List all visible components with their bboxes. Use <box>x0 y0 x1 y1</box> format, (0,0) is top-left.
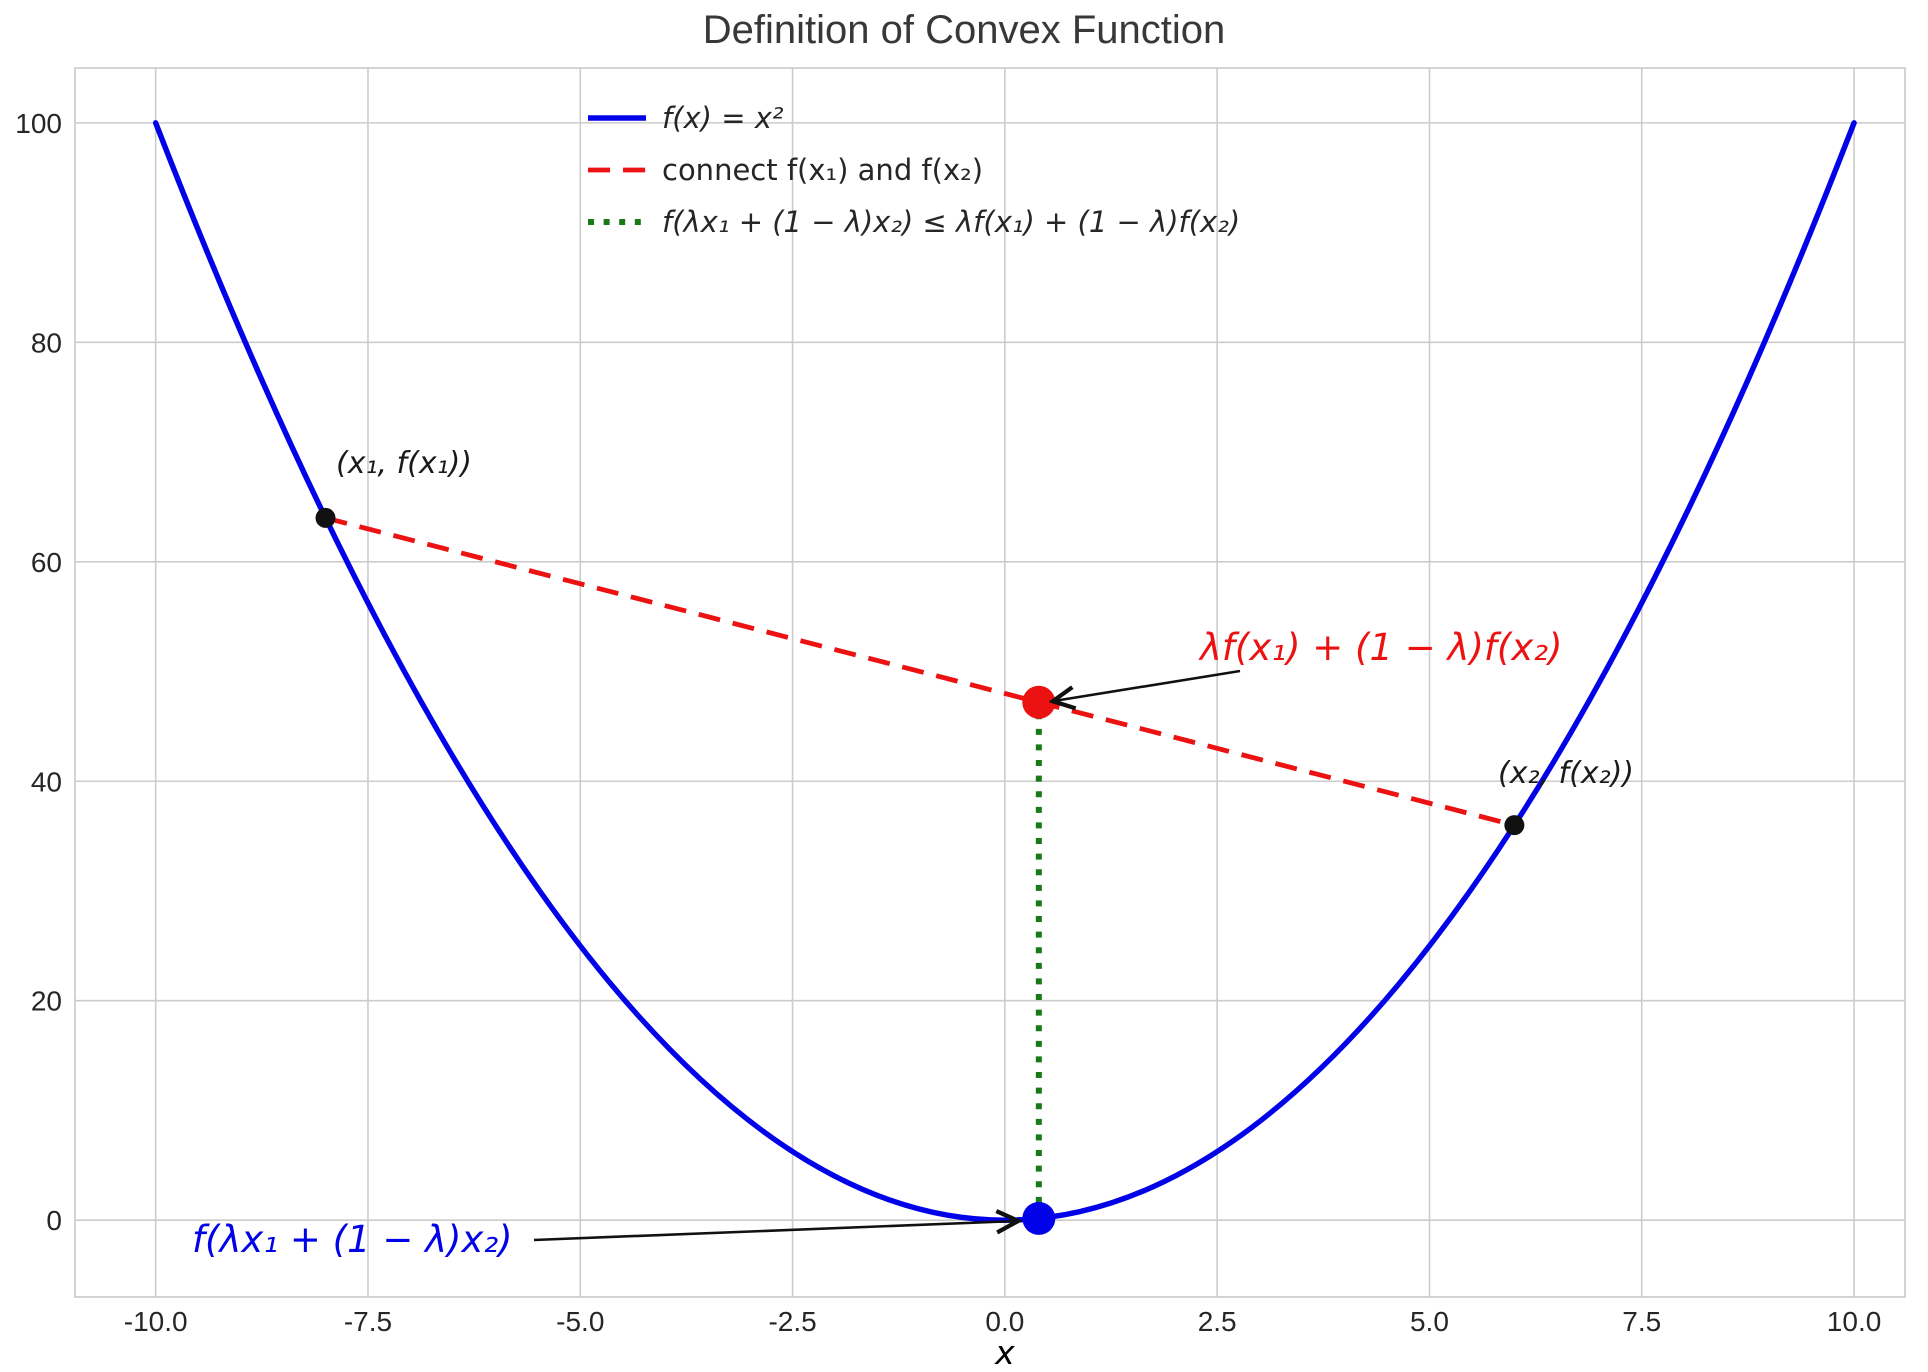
chord-point <box>1022 685 1056 719</box>
x2-point <box>1504 815 1525 836</box>
key-points <box>315 507 1525 1235</box>
x-tick-label: 10.0 <box>1827 1306 1882 1337</box>
legend: f(x) = x² connect f(x₁) and f(x₂) f(λx₁ + … <box>588 101 1240 239</box>
x-tick-label: -7.5 <box>344 1306 392 1337</box>
plot-border <box>74 67 1906 1298</box>
x-axis-label: x <box>994 1333 1015 1372</box>
x-tick-label: -2.5 <box>768 1306 816 1337</box>
function-value-label: f(λx₁ + (1 − λ)x₂) <box>192 1218 513 1261</box>
chord-line <box>324 515 1515 828</box>
x-tick-label: -5.0 <box>556 1306 604 1337</box>
y-tick-label: 20 <box>31 986 62 1017</box>
annotations: (x₁, f(x₁)) (x₂, f(x₂)) λf(x₁) + (1 − λ)f(… <box>192 446 1634 1261</box>
function-value-label-arrow <box>533 1221 1017 1242</box>
x-tick-label: -10.0 <box>124 1306 188 1337</box>
gridlines <box>75 68 1905 1297</box>
axis-ticks: -10.0 -7.5 -5.0 -2.5 0.0 2.5 5.0 7.5 10.0 0 20 40 60… <box>15 108 1882 1372</box>
chart-title: Definition of Convex Function <box>702 8 1226 52</box>
y-tick-label: 80 <box>31 327 62 358</box>
x-tick-label: 0.0 <box>985 1306 1024 1337</box>
legend-label-0: f(x) = x² <box>662 101 784 135</box>
axes-spines <box>74 67 1906 1298</box>
legend-label-1: connect f(x₁) and f(x₂) <box>662 153 983 187</box>
y-tick-label: 60 <box>31 547 62 578</box>
chord-value-label: λf(x₁) + (1 − λ)f(x₂) <box>1198 626 1563 669</box>
y-tick-label: 100 <box>15 108 62 139</box>
x1-point <box>315 507 336 528</box>
chord-value-label-arrow <box>1054 669 1241 701</box>
x-tick-label: 5.0 <box>1410 1306 1449 1337</box>
function-point <box>1022 1201 1056 1235</box>
legend-label-2: f(λx₁ + (1 − λ)x₂) ≤ λf(x₁) + (1 − λ)f(x… <box>662 205 1240 239</box>
y-tick-label: 40 <box>31 766 62 797</box>
x1-point-label: (x₁, f(x₁)) <box>336 446 472 481</box>
x-tick-label: 7.5 <box>1622 1306 1661 1337</box>
x2-point-label: (x₂, f(x₂)) <box>1498 756 1634 791</box>
x-tick-label: 2.5 <box>1198 1306 1237 1337</box>
y-tick-label: 0 <box>46 1205 62 1236</box>
